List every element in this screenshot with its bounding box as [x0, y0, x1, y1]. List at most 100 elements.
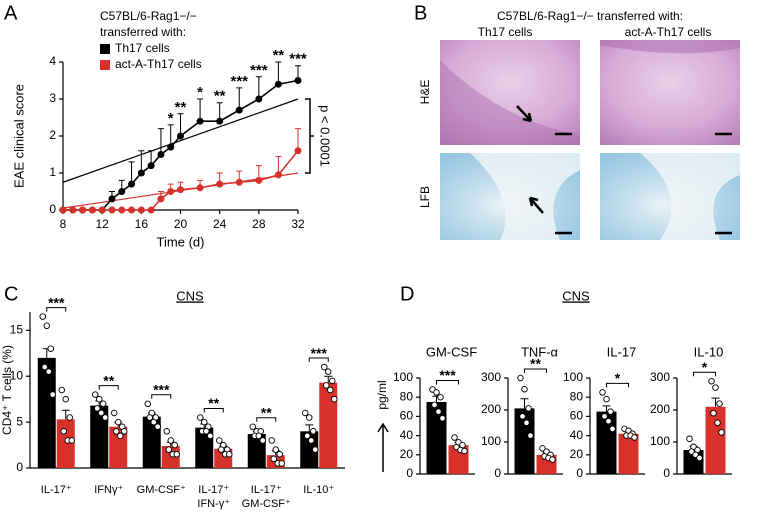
data-point — [605, 417, 612, 425]
error-bar — [255, 76, 262, 99]
data-point — [249, 423, 256, 430]
data-point — [91, 391, 99, 398]
error-bar — [295, 128, 301, 151]
error-bar — [167, 124, 174, 148]
y-tick-label: 0 — [663, 466, 670, 480]
data-point — [431, 401, 438, 409]
x-tick-label: 8 — [60, 217, 67, 231]
error-bar — [711, 397, 720, 407]
data-point — [525, 405, 532, 412]
row-label: H&E — [418, 80, 432, 105]
data-point — [323, 382, 330, 389]
data-point — [235, 106, 243, 114]
data-point — [609, 425, 616, 433]
data-point — [274, 171, 282, 179]
data-point — [599, 389, 606, 396]
y-tick-label: 1 — [49, 165, 56, 179]
significance-label: ** — [530, 356, 541, 372]
significance-label: ** — [175, 99, 187, 116]
bar — [618, 433, 639, 474]
significance-label: ** — [208, 395, 219, 411]
data-point — [93, 405, 101, 412]
column-label: act-A-Th17 cells — [625, 25, 712, 39]
histology-images — [440, 40, 740, 240]
bar — [319, 382, 338, 468]
data-point — [437, 393, 444, 401]
x-tick-label: IL-17⁺ — [198, 484, 229, 496]
data-point — [306, 414, 313, 421]
series-line — [63, 150, 299, 211]
significance-bracket — [98, 385, 119, 390]
data-point — [167, 437, 174, 444]
data-point — [88, 206, 96, 214]
data-point — [527, 432, 534, 439]
data-point — [259, 437, 267, 444]
significance-bracket — [436, 380, 459, 385]
section-title: CNS — [176, 288, 204, 303]
data-point — [294, 77, 302, 84]
data-point — [325, 368, 332, 375]
x-tick-label: IFN-γ⁺ — [197, 498, 230, 510]
data-point — [147, 206, 155, 214]
data-point — [58, 386, 66, 394]
fit-line — [62, 98, 299, 183]
y-tick-label: 100 — [563, 370, 583, 384]
data-point — [157, 151, 165, 158]
data-point — [66, 414, 73, 421]
tissue-region — [440, 60, 580, 145]
chart-title: TNF-α — [521, 344, 559, 359]
y-tick-label: 0 — [49, 202, 56, 216]
data-point — [215, 437, 223, 444]
data-point — [716, 400, 723, 407]
data-point — [255, 432, 262, 440]
data-point — [108, 195, 116, 203]
data-point — [708, 377, 715, 385]
histology-header: C57BL/6-Rag1−/− transferred with: — [497, 9, 683, 23]
y-tick-label: 0 — [576, 466, 583, 480]
data-point — [69, 206, 77, 214]
he-image — [600, 40, 740, 145]
y-tick-label: 0 — [16, 460, 23, 474]
tissue-region — [470, 153, 580, 240]
data-point — [60, 428, 68, 435]
error-bar — [236, 87, 243, 111]
bar — [37, 357, 56, 468]
significance-bracket — [256, 417, 277, 422]
significance-bracket — [693, 371, 716, 377]
data-point — [304, 432, 311, 440]
data-point — [327, 386, 334, 394]
data-point — [519, 413, 526, 420]
data-point — [461, 447, 468, 455]
error-bar — [602, 405, 611, 412]
data-point — [433, 389, 440, 396]
x-axis-label: Time (d) — [157, 234, 205, 249]
data-point — [173, 450, 180, 458]
column-label: Th17 cells — [478, 25, 533, 39]
data-point — [517, 374, 524, 382]
data-point — [116, 432, 124, 440]
data-point — [128, 206, 136, 214]
x-tick-label: 20 — [174, 217, 188, 231]
arrow — [516, 105, 533, 123]
he-image — [440, 40, 580, 145]
data-point — [137, 206, 145, 214]
data-point — [95, 395, 103, 403]
panel-label: B — [414, 2, 427, 24]
legend-label: Th17 cells — [115, 41, 170, 55]
significance-bracket — [606, 382, 629, 388]
y-tick-label: 40 — [400, 428, 414, 442]
error-bar — [305, 424, 314, 432]
data-point — [276, 450, 284, 458]
bar — [705, 406, 726, 474]
data-point — [308, 437, 315, 444]
data-point — [177, 186, 184, 194]
data-point — [321, 363, 328, 371]
y-tick-label: 0 — [494, 466, 501, 480]
data-point — [310, 428, 317, 435]
data-point — [549, 456, 556, 463]
data-point — [41, 363, 49, 371]
data-point — [112, 428, 120, 435]
data-point — [114, 418, 122, 426]
y-tick-label: 20 — [570, 447, 584, 461]
data-point — [294, 147, 302, 155]
